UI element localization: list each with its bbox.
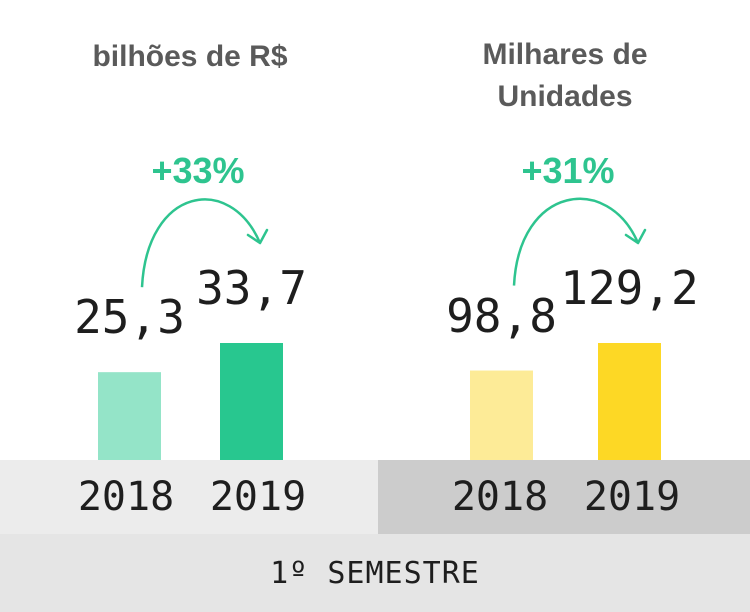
year-band-units (378, 460, 750, 534)
growth-label-revenue: +33% (151, 150, 245, 191)
growth-label-units: +31% (521, 150, 615, 191)
value-label-units-2019: 129,2 (560, 261, 699, 315)
bar-units-2019 (598, 343, 661, 460)
growth-arrow-units (512, 197, 640, 286)
growth-arrowhead-revenue (246, 228, 269, 245)
value-label-revenue-2019: 33,7 (196, 261, 307, 315)
period-label: 1º SEMESTRE (270, 556, 480, 591)
bar-revenue-2018 (98, 372, 161, 460)
bar-charts (98, 197, 661, 460)
tick-label-revenue-2019: 2019 (209, 474, 307, 520)
unit-title-units: Milhares de Unidades (482, 38, 648, 113)
bar-units-2018 (470, 370, 533, 460)
tick-label-revenue-2018: 2018 (77, 474, 175, 520)
growth-arrowhead-units (624, 228, 647, 245)
tick-label-units-2019: 2019 (583, 474, 681, 520)
growth-arrow-revenue (140, 198, 262, 288)
bar-revenue-2019 (220, 343, 283, 460)
year-band-revenue (0, 460, 378, 534)
tick-label-units-2018: 2018 (451, 474, 549, 520)
value-label-units-2018: 98,8 (446, 288, 557, 343)
period-band (0, 534, 750, 612)
unit-title-revenue: bilhões de R$ (92, 40, 288, 73)
value-label-revenue-2018: 25,3 (74, 290, 185, 345)
